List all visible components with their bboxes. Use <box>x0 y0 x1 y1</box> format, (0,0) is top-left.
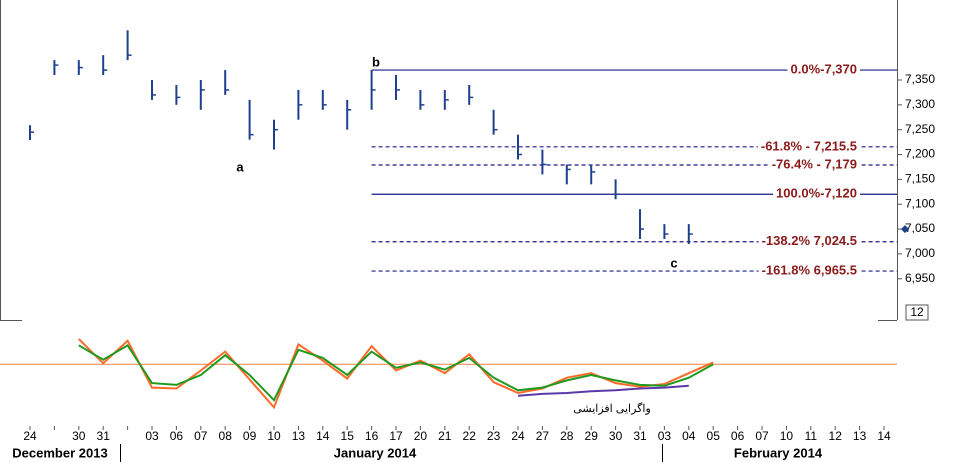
x-tick-label: 31 <box>97 429 111 443</box>
fib-label-bg <box>758 262 860 278</box>
x-tick-label: 10 <box>780 429 794 443</box>
fib-label: -61.8% - 7,215.5 <box>761 138 857 153</box>
x-tick-label: 06 <box>731 429 745 443</box>
y-tick-label: 7,100 <box>905 196 935 210</box>
wave-label: c <box>670 255 677 270</box>
fib-label: 100.0%-7,120 <box>776 186 857 201</box>
x-tick-label: 16 <box>365 429 379 443</box>
divergence-label: واگرایی افزایشی <box>573 402 651 415</box>
fib-label: -161.8% 6,965.5 <box>762 262 857 277</box>
last-price-marker <box>901 225 909 234</box>
oscillator-line <box>517 384 689 397</box>
x-tick-label: 27 <box>536 429 550 443</box>
x-tick-label: 07 <box>194 429 208 443</box>
y-tick-label: 7,300 <box>905 97 935 111</box>
y-tick-label: 7,250 <box>905 122 935 136</box>
x-tick-label: 03 <box>145 429 159 443</box>
month-label: January 2014 <box>334 445 417 460</box>
x-tick-label: 31 <box>633 429 647 443</box>
y-tick-label: 6,950 <box>905 271 935 285</box>
x-tick-label: 20 <box>414 429 428 443</box>
fib-label: -76.4% - 7,179 <box>772 156 857 171</box>
x-tick-label: 03 <box>658 429 672 443</box>
x-tick-label: 12 <box>829 429 843 443</box>
x-tick-label: 08 <box>219 429 233 443</box>
axis-box-label: 12 <box>910 305 924 319</box>
x-tick-label: 30 <box>609 429 623 443</box>
oscillator-line <box>78 343 714 402</box>
x-tick-label: 24 <box>511 429 525 443</box>
y-tick-label: 7,150 <box>905 172 935 186</box>
fib-label: -138.2% 7,024.5 <box>762 233 857 248</box>
x-tick-label: 14 <box>316 429 330 443</box>
x-tick-label: 30 <box>72 429 86 443</box>
wave-label: b <box>372 54 380 69</box>
y-tick-label: 7,350 <box>905 72 935 86</box>
x-tick-label: 14 <box>877 429 891 443</box>
fib-label-bg <box>758 233 860 249</box>
fib-label: 0.0%-7,370 <box>791 61 858 76</box>
y-tick-label: 7,200 <box>905 147 935 161</box>
x-tick-label: 04 <box>682 429 696 443</box>
wave-label: a <box>236 159 244 174</box>
x-tick-label: 05 <box>707 429 721 443</box>
x-tick-label: 23 <box>487 429 501 443</box>
x-tick-label: 29 <box>585 429 599 443</box>
month-label: February 2014 <box>734 445 823 460</box>
x-tick-label: 11 <box>805 429 818 443</box>
fib-label-bg <box>768 156 860 172</box>
x-tick-label: 15 <box>341 429 355 443</box>
fib-label-bg <box>773 185 860 201</box>
month-label: December 2013 <box>12 445 107 460</box>
x-tick-label: 21 <box>438 429 452 443</box>
x-tick-label: 13 <box>853 429 867 443</box>
x-tick-label: 10 <box>267 429 281 443</box>
axis-box <box>905 304 929 321</box>
y-tick-label: 7,000 <box>905 246 935 260</box>
x-tick-label: 24 <box>23 429 37 443</box>
x-tick-label: 06 <box>170 429 184 443</box>
x-tick-label: 22 <box>463 429 477 443</box>
x-tick-label: 17 <box>389 429 403 443</box>
x-tick-label: 09 <box>243 429 257 443</box>
x-tick-label: 28 <box>560 429 574 443</box>
fib-label-bg <box>757 138 860 154</box>
y-tick-label: 7,050 <box>905 221 935 235</box>
oscillator-line <box>78 338 714 410</box>
x-tick-label: 07 <box>755 429 769 443</box>
fib-label-bg <box>787 61 860 77</box>
x-tick-label: 13 <box>292 429 306 443</box>
